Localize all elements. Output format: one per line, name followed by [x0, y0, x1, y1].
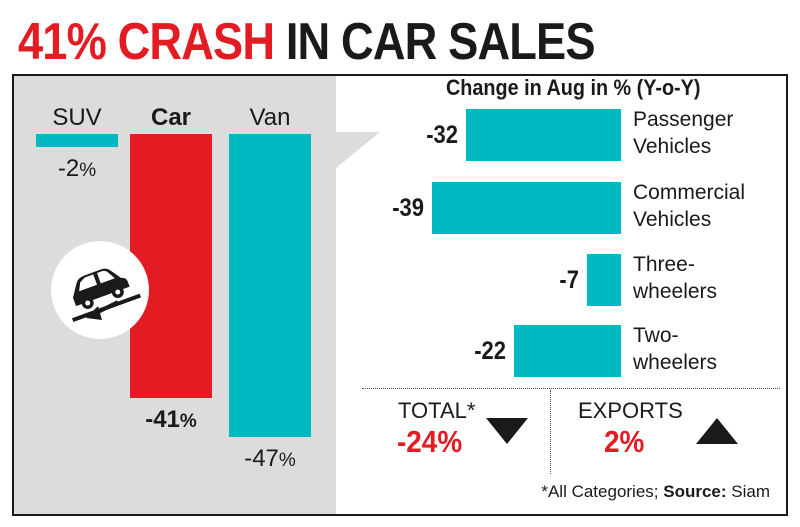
- bar-two-wheelers: [514, 325, 621, 377]
- footnote-prefix: *All Categories;: [541, 482, 664, 501]
- headline-rest: IN CAR SALES: [285, 13, 596, 71]
- chart-subtitle: Change in Aug in % (Y-o-Y): [446, 75, 701, 100]
- total-value: -24%: [397, 424, 463, 459]
- headline-highlight: 41% CRASH: [18, 13, 275, 71]
- bar-commercial-vehicles: [431, 182, 621, 234]
- category-label-commercial-vehicles: Commercial Vehicles: [633, 181, 746, 231]
- summary-divider: [362, 388, 780, 389]
- value-label-car: -41%: [130, 406, 212, 436]
- down-triangle-icon: [486, 418, 528, 444]
- value-unit: %: [79, 159, 97, 181]
- bar-van: [229, 134, 311, 438]
- graphic-frame: [12, 74, 788, 516]
- value-label-van: -47%: [229, 445, 311, 475]
- total-label: TOTAL*: [398, 398, 476, 423]
- value-unit: %: [278, 450, 296, 472]
- footnote-source: Siam: [726, 482, 770, 501]
- value-unit: %: [179, 411, 197, 433]
- source-footnote: *All Categories; Source: Siam: [541, 482, 770, 502]
- value-number: -41: [145, 406, 180, 434]
- category-label-suv: SUV: [52, 104, 102, 131]
- summary-vertical-divider: [550, 390, 551, 474]
- value-label-commercial-vehicles: -39: [392, 194, 424, 222]
- category-label-two-wheelers: Two- wheelers: [633, 324, 718, 374]
- value-number: -2: [57, 154, 80, 182]
- bar-car: [130, 134, 212, 399]
- footnote-source-label: Source:: [663, 482, 727, 501]
- category-label-car: Car: [150, 104, 192, 131]
- bar-passenger-vehicles: [465, 109, 621, 161]
- value-label-two-wheelers: -22: [474, 337, 507, 365]
- headline: 41% CRASH IN CAR SALES: [18, 12, 596, 72]
- bar-suv: [36, 134, 118, 147]
- category-label-three-wheelers: Three- wheelers: [633, 253, 718, 303]
- value-label-three-wheelers: -7: [559, 266, 580, 294]
- category-label-passenger-vehicles: Passenger Vehicles: [633, 108, 734, 158]
- value-label-suv: -2%: [36, 155, 118, 185]
- car-tilted-down-arrow-icon: [51, 241, 149, 339]
- exports-value: 2%: [604, 424, 645, 459]
- up-triangle-icon: [696, 418, 738, 444]
- value-label-passenger-vehicles: -32: [425, 121, 458, 149]
- bar-three-wheelers: [587, 254, 621, 306]
- value-number: -47: [244, 445, 279, 473]
- exports-label: EXPORTS: [578, 398, 683, 423]
- category-label-van: Van: [249, 104, 291, 131]
